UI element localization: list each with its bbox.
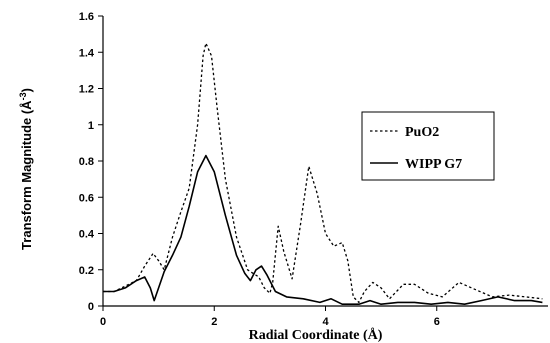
legend-label: PuO2 [405,125,439,140]
x-axis-title: Radial Coordinate (Å) [249,327,383,343]
x-tick-label: 6 [434,316,440,328]
y-tick-label: 1.2 [79,84,94,96]
y-tick-label: 1.6 [79,11,94,23]
y-tick-label: 1.4 [79,47,95,59]
x-tick-label: 0 [100,316,106,328]
y-tick-label: 0.8 [79,156,94,168]
y-tick-label: 0.6 [79,192,94,204]
y-axis-title: Transform Magnitude (Å-3) [18,88,34,250]
y-tick-label: 0.2 [79,265,94,277]
legend: PuO2 WIPP G7 [361,111,495,181]
plot-area [103,42,543,305]
series-line-puo2 [103,42,543,304]
x-tick-label: 4 [322,316,329,328]
legend-label: WIPP G7 [405,157,462,172]
y-axis-title-close: ) [19,88,34,92]
series-line-wipp-g7 [103,154,543,305]
legend-box [361,111,495,181]
y-axis-title-main: Transform Magnitude (Å [19,100,34,250]
x-tick-label: 2 [211,316,217,328]
axes: 0 0.2 0.4 0.6 0.8 1 1.2 1.4 1.6 0 2 4 6 Radial Coordi… [18,11,548,343]
y-axis-title-superscript: -3 [18,92,28,100]
y-tick-label: 1 [88,120,94,132]
y-tick-label: 0 [88,301,94,313]
y-tick-label: 0.4 [79,229,95,241]
